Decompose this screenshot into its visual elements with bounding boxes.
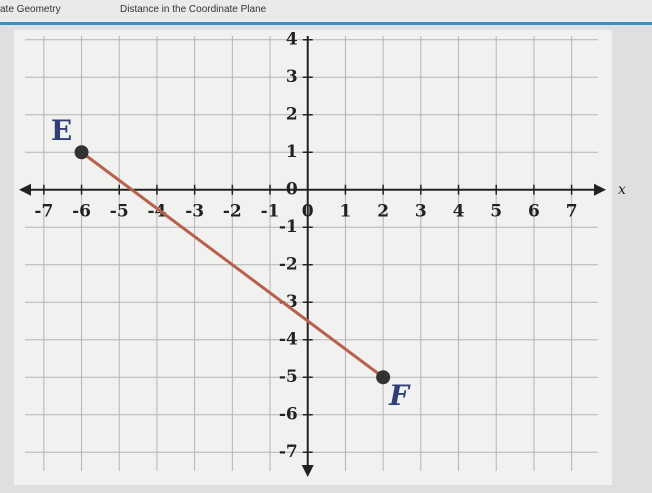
- y-tick-label: 4: [286, 29, 298, 49]
- y-tick-label: -3: [279, 292, 298, 312]
- x-tick-label: 7: [566, 201, 578, 221]
- x-axis-arrow-left: [19, 183, 31, 196]
- segment: [80, 151, 385, 379]
- axis-label: x: [618, 182, 626, 198]
- breadcrumb[interactable]: ate Geometry: [0, 4, 61, 15]
- x-tick-label: 6: [528, 201, 540, 221]
- x-tick-label: -2: [223, 201, 242, 221]
- point: [74, 145, 89, 160]
- plane-background: [14, 30, 612, 485]
- point-label: F: [388, 379, 411, 412]
- y-tick-label: 2: [286, 104, 298, 124]
- y-tick-label: 0: [286, 179, 298, 199]
- point-label: E: [51, 114, 72, 147]
- x-tick-label: -3: [185, 201, 204, 221]
- x-tick-label: -5: [110, 201, 129, 221]
- x-tick-label: 2: [377, 201, 389, 221]
- x-tick-label: 1: [340, 201, 352, 221]
- y-tick-label: -7: [279, 442, 298, 462]
- y-tick-label: -6: [279, 404, 298, 424]
- y-axis-arrow: [301, 465, 314, 477]
- y-tick-label: -1: [279, 217, 298, 237]
- y-tick-label: -2: [279, 254, 298, 274]
- x-tick-label: -7: [34, 201, 53, 221]
- top-bar: ate Geometry Distance in the Coordinate …: [0, 0, 652, 25]
- x-axis-arrow: [594, 183, 606, 196]
- y-tick-label: -5: [279, 367, 298, 387]
- x-tick-label: 5: [490, 201, 502, 221]
- y-tick-label: -4: [279, 329, 298, 349]
- x-tick-label: 0: [302, 201, 314, 221]
- point: [376, 370, 391, 385]
- lesson-title: Distance in the Coordinate Plane: [120, 4, 267, 15]
- x-tick-label: 4: [453, 201, 465, 221]
- y-tick-label: 3: [286, 67, 298, 87]
- x-tick-label: -1: [261, 201, 280, 221]
- x-tick-label: -6: [72, 201, 91, 221]
- y-tick-label: 1: [286, 142, 298, 162]
- x-tick-label: 3: [415, 201, 427, 221]
